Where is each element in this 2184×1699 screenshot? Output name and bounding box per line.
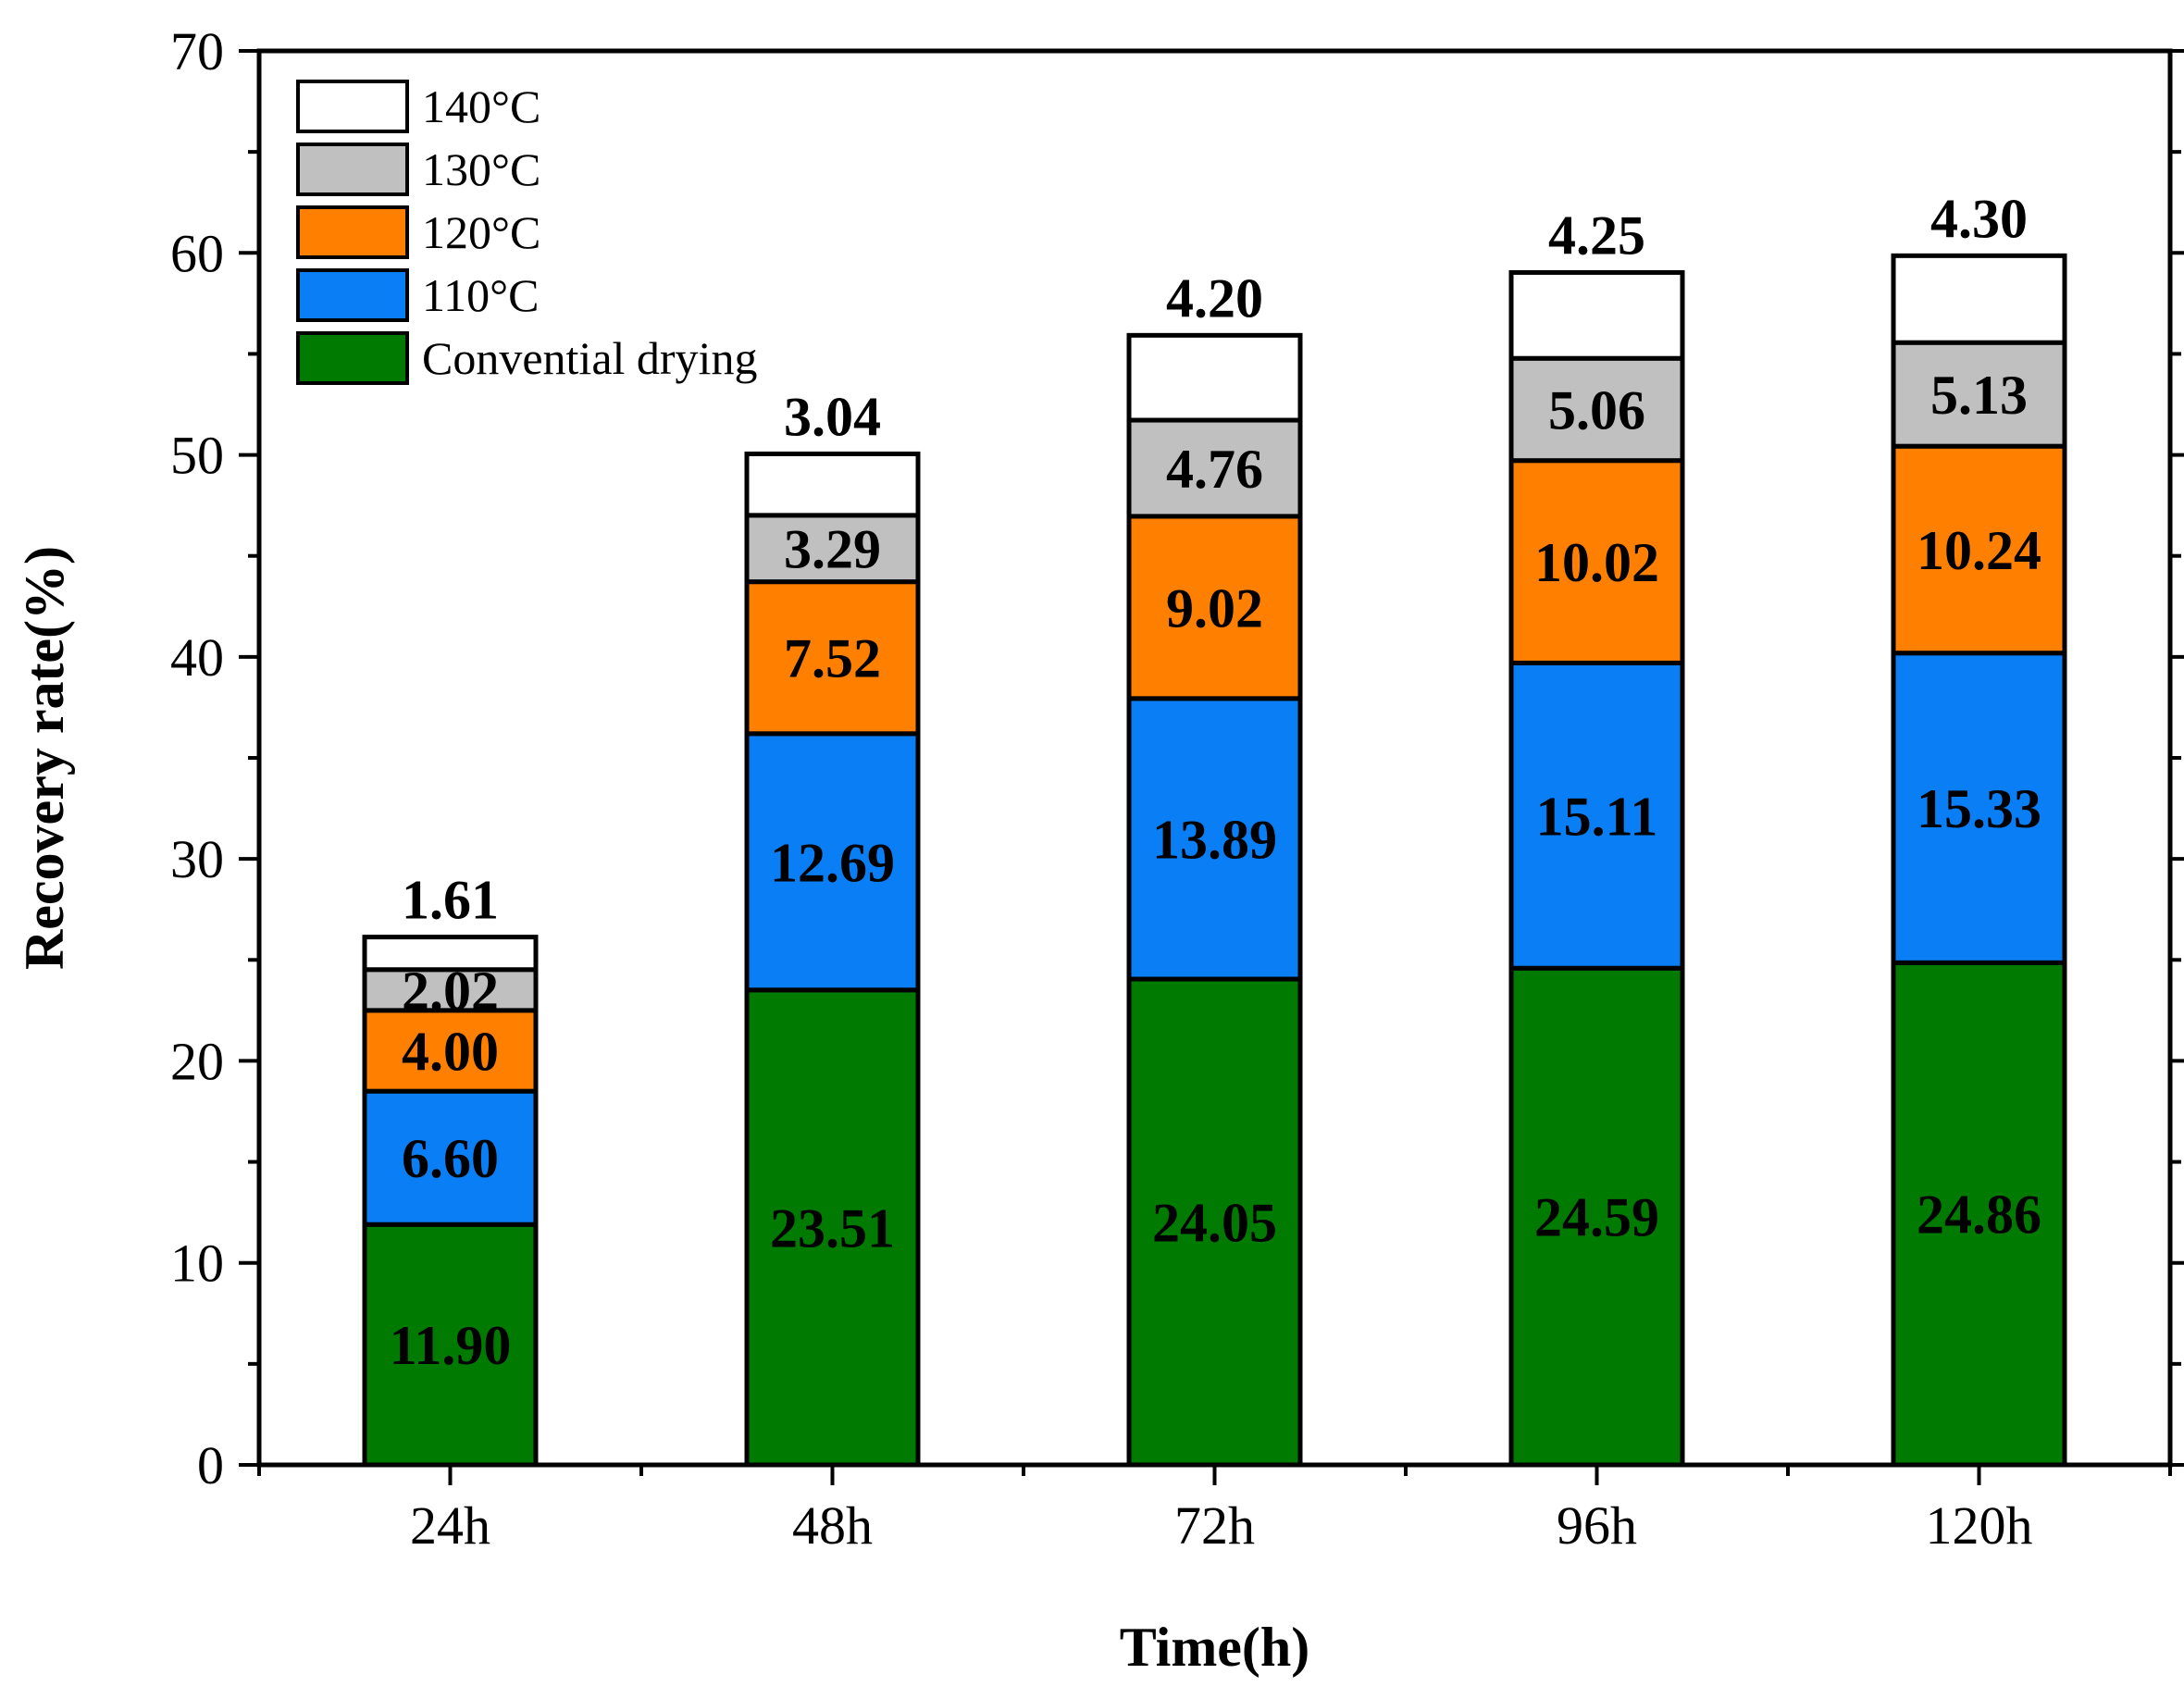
bar-segment-120h-s4 xyxy=(1891,253,2067,345)
bar-segment-96h-s2 xyxy=(1508,458,1685,665)
data-label-120h-s1: 15.33 xyxy=(1917,778,2041,839)
legend-label-0: 140°C xyxy=(422,81,540,132)
data-label-96h-s2: 10.02 xyxy=(1534,532,1659,593)
bar-segment-48h-s3 xyxy=(744,513,921,585)
legend-swatch-2 xyxy=(296,205,409,259)
y-tick-label: 70 xyxy=(170,21,224,81)
bar-segment-72h-s0 xyxy=(1126,976,1303,1468)
data-label-48h-s1: 12.69 xyxy=(770,832,895,893)
data-label-96h-s0: 24.59 xyxy=(1534,1187,1659,1248)
data-label-24h-s2: 4.00 xyxy=(402,1022,499,1083)
data-label-48h-s4: 3.04 xyxy=(784,386,881,447)
bar-segment-24h-s4 xyxy=(362,935,539,973)
data-label-24h-s4: 1.61 xyxy=(402,870,499,931)
data-label-120h-s2: 10.24 xyxy=(1917,520,2041,581)
x-tick-label-72h: 72h xyxy=(1174,1495,1255,1556)
legend-swatch-0 xyxy=(296,80,409,133)
data-label-24h-s1: 6.60 xyxy=(402,1128,499,1189)
x-axis-title: Time(h) xyxy=(1120,1617,1310,1678)
data-label-24h-s0: 11.90 xyxy=(390,1315,512,1376)
bar-segment-72h-s1 xyxy=(1126,696,1303,982)
data-label-72h-s2: 9.02 xyxy=(1166,577,1263,639)
y-tick-label: 30 xyxy=(170,829,224,889)
y-tick-label: 50 xyxy=(170,426,224,486)
bar-segment-24h-s3 xyxy=(362,967,539,1013)
plot-area: 11.906.604.002.021.6123.5112.697.523.293… xyxy=(170,21,2184,1556)
legend-label-4: Convential drying xyxy=(422,332,757,384)
y-tick-label: 60 xyxy=(170,223,224,283)
bar-segment-96h-s3 xyxy=(1508,355,1685,464)
bar-segment-120h-s3 xyxy=(1891,340,2067,449)
y-tick-label: 0 xyxy=(197,1435,224,1495)
x-tick-label-24h: 24h xyxy=(410,1495,490,1556)
y-tick-label: 20 xyxy=(170,1031,224,1091)
bar-segment-96h-s4 xyxy=(1508,269,1685,361)
legend: 140°C 130°C 120°C 110°C Convential drying xyxy=(296,80,757,385)
data-label-72h-s1: 13.89 xyxy=(1152,809,1277,870)
y-tick-label: 10 xyxy=(170,1234,224,1294)
data-label-48h-s0: 23.51 xyxy=(770,1197,895,1259)
bar-segment-96h-s1 xyxy=(1508,660,1685,971)
bar-segment-48h-s2 xyxy=(744,579,921,737)
legend-label-1: 130°C xyxy=(422,143,540,195)
x-tick-label-120h: 120h xyxy=(1926,1495,2033,1556)
data-label-96h-s4: 4.25 xyxy=(1548,205,1645,266)
data-label-72h-s3: 4.76 xyxy=(1166,439,1263,500)
data-label-48h-s2: 7.52 xyxy=(784,628,881,689)
bar-segment-120h-s1 xyxy=(1891,651,2067,965)
bar-segment-72h-s4 xyxy=(1126,332,1303,423)
data-label-120h-s0: 24.86 xyxy=(1917,1184,2041,1246)
x-tick-label-96h: 96h xyxy=(1557,1495,1637,1556)
legend-swatch-1 xyxy=(296,143,409,196)
bar-segment-48h-s1 xyxy=(744,731,921,993)
legend-swatch-3 xyxy=(296,268,409,322)
legend-label-3: 110°C xyxy=(422,269,540,321)
data-label-96h-s3: 5.06 xyxy=(1548,379,1645,440)
data-label-72h-s0: 24.05 xyxy=(1152,1193,1277,1254)
data-label-48h-s3: 3.29 xyxy=(784,519,881,580)
bar-segment-24h-s0 xyxy=(362,1222,539,1468)
bar-segment-24h-s2 xyxy=(362,1008,539,1094)
legend-label-2: 120°C xyxy=(422,206,540,258)
data-label-96h-s1: 15.11 xyxy=(1536,786,1658,847)
y-tick-label: 40 xyxy=(170,627,224,688)
bar-segment-48h-s4 xyxy=(744,451,921,518)
legend-swatch-4 xyxy=(296,331,409,385)
data-label-120h-s3: 5.13 xyxy=(1930,365,2028,426)
data-label-120h-s4: 4.30 xyxy=(1930,188,2028,249)
bar-segment-120h-s0 xyxy=(1891,960,2067,1468)
x-tick-label-48h: 48h xyxy=(792,1495,873,1556)
bar-segment-96h-s0 xyxy=(1508,965,1685,1468)
y-axis-title: Recovery rate(%) xyxy=(14,546,75,970)
data-label-72h-s4: 4.20 xyxy=(1166,267,1263,329)
